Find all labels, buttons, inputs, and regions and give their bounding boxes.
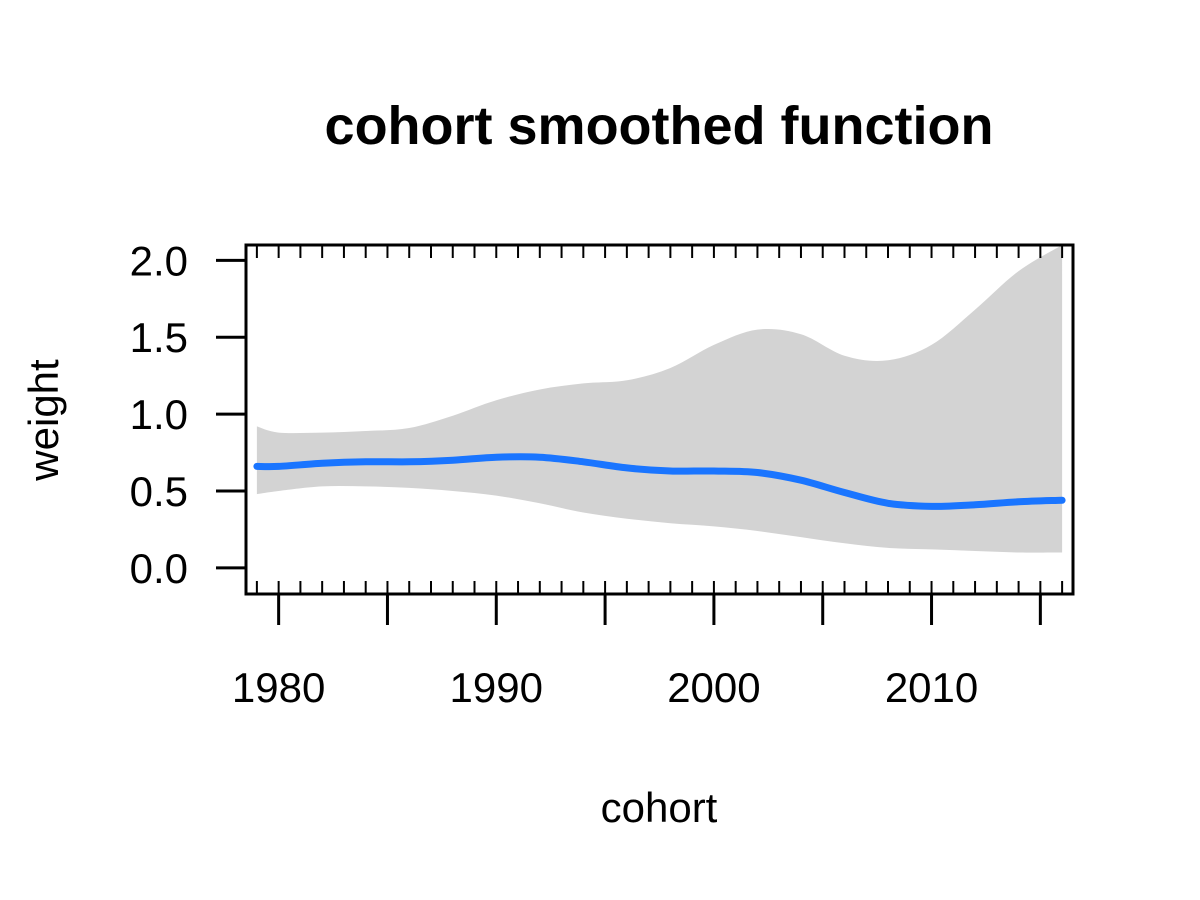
y-tick-label: 1.0 [130,391,188,438]
x-tick-label: 1980 [232,664,325,711]
confidence-band [256,245,1063,553]
y-axis: 0.0 0.5 1.0 1.5 2.0 [130,237,248,592]
y-tick-label: 0.5 [130,468,188,515]
y-axis-label: weight [20,359,67,482]
y-tick-label: 0.0 [130,545,188,592]
y-tick-label: 2.0 [130,237,188,284]
x-tick-label: 2000 [667,664,760,711]
x-axis-label: cohort [601,784,718,831]
chart-title: cohort smoothed function [325,96,994,156]
series-line [253,453,1066,510]
series-line-layer [253,453,1066,510]
x-axis: 1980 1990 2000 2010 [232,592,1042,711]
rug-top [255,245,1064,258]
y-tick-label: 1.5 [130,314,188,361]
confidence-band-layer [256,245,1063,553]
x-tick-label: 2010 [885,664,978,711]
x-tick-label: 1990 [450,664,543,711]
rug-bottom [255,581,1064,594]
